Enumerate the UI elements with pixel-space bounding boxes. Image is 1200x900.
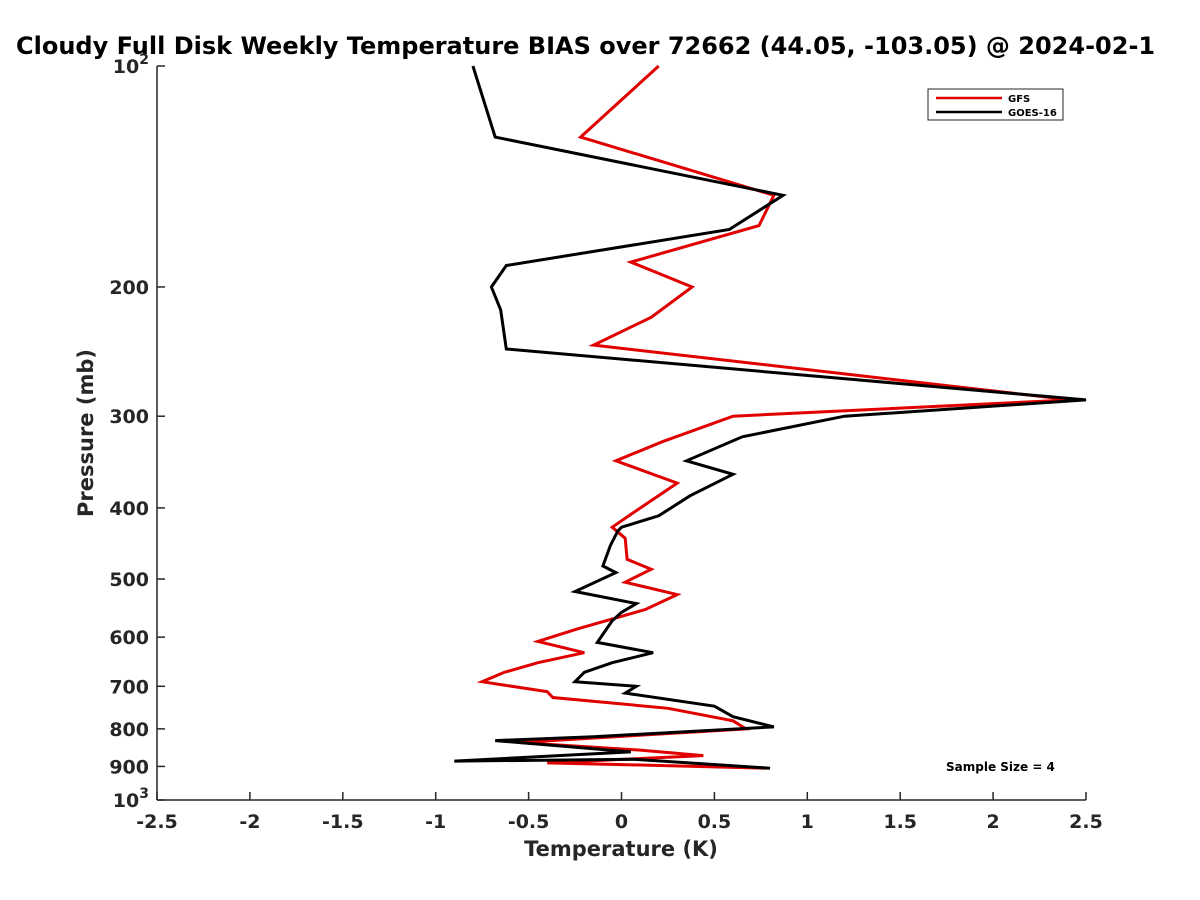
y-tick-label: 400: [109, 498, 149, 520]
y-tick-label: 102: [113, 52, 149, 78]
x-tick-label: 2.5: [1069, 811, 1103, 833]
y-tick-exponent: 3: [139, 786, 149, 802]
y-axis-label: Pressure (mb): [74, 349, 98, 517]
chart-title: Cloudy Full Disk Weekly Temperature BIAS…: [16, 32, 1155, 60]
legend-label: GFS: [1008, 94, 1030, 105]
y-tick-label: 900: [109, 756, 149, 778]
x-tick-label: -2.5: [136, 811, 178, 833]
x-tick-label: 2: [986, 811, 999, 833]
y-tick-label: 600: [109, 627, 149, 649]
x-tick-label: 0: [615, 811, 628, 833]
legend-label: GOES-16: [1008, 108, 1057, 119]
legend-box: [927, 88, 1064, 121]
sample-size-note: Sample Size = 4: [946, 760, 1055, 774]
y-tick-exponent: 2: [139, 52, 149, 68]
y-tick-label: 300: [109, 406, 149, 428]
x-axis-ticks: -2.5 -2 -1.5 -1 -0.5 0 0.5 1 1.5 2 2.5: [136, 792, 1103, 833]
y-tick-label: 800: [109, 719, 149, 741]
x-tick-label: -0.5: [508, 811, 550, 833]
legend: GFS GOES-16: [927, 88, 1064, 121]
x-tick-label: -1.5: [322, 811, 364, 833]
x-tick-label: 1.5: [883, 811, 917, 833]
y-tick-base: 10: [113, 790, 139, 812]
x-tick-label: 1: [801, 811, 814, 833]
series-lines: [454, 64, 1087, 770]
x-tick-label: -1: [425, 811, 446, 833]
x-tick-label: -2: [239, 811, 260, 833]
y-tick-label: 200: [109, 277, 149, 299]
series-line-gfs: [476, 64, 1072, 770]
x-axis-label: Temperature (K): [524, 837, 718, 861]
y-tick-label: 103: [113, 786, 149, 812]
x-tick-label: 0.5: [698, 811, 732, 833]
y-tick-label: 700: [109, 676, 149, 698]
series-line-goes-16: [454, 65, 1087, 770]
y-tick-label: 500: [109, 569, 149, 591]
y-tick-base: 10: [113, 56, 139, 78]
plot-axes: [156, 66, 1086, 801]
